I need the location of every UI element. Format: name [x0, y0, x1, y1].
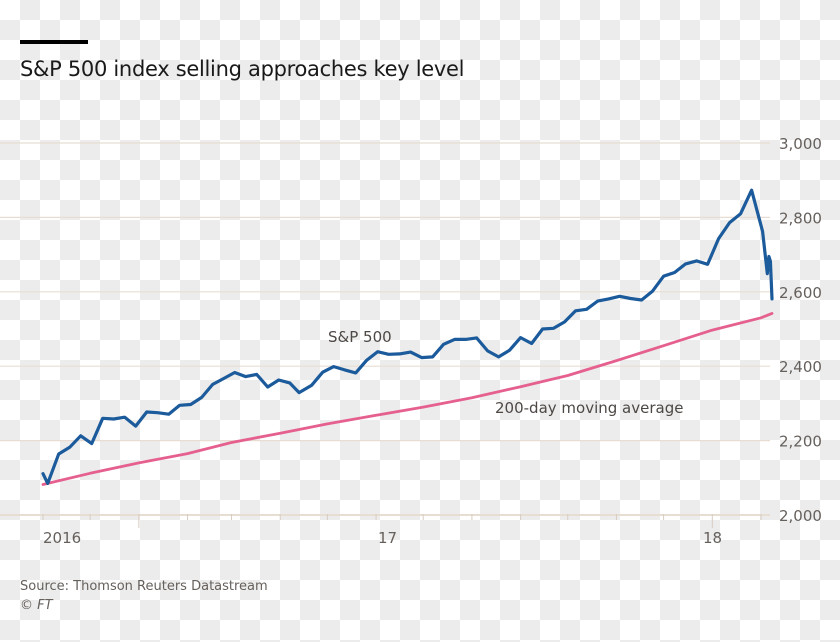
y-tick-label: 2,200 — [779, 433, 822, 451]
y-tick-label: 2,400 — [779, 358, 822, 376]
x-tick-label: 18 — [703, 529, 722, 547]
copyright-note: © FT — [20, 598, 53, 613]
x-tick-label: 2016 — [43, 529, 81, 547]
source-note: Source: Thomson Reuters Datastream — [20, 579, 268, 594]
title-accent-bar — [20, 40, 88, 44]
y-tick-label: 2,600 — [779, 284, 822, 302]
sp500-line — [41, 188, 774, 485]
ma200-line — [41, 312, 774, 486]
sp500-label: S&P 500 — [328, 328, 392, 346]
x-tick-label: 17 — [378, 529, 397, 547]
y-tick-label: 2,800 — [779, 209, 822, 227]
y-tick-label: 3,000 — [779, 135, 822, 153]
ma200-label: 200-day moving average — [495, 399, 683, 417]
y-tick-label: 2,000 — [779, 507, 822, 525]
chart-title: S&P 500 index selling approaches key lev… — [20, 57, 465, 81]
